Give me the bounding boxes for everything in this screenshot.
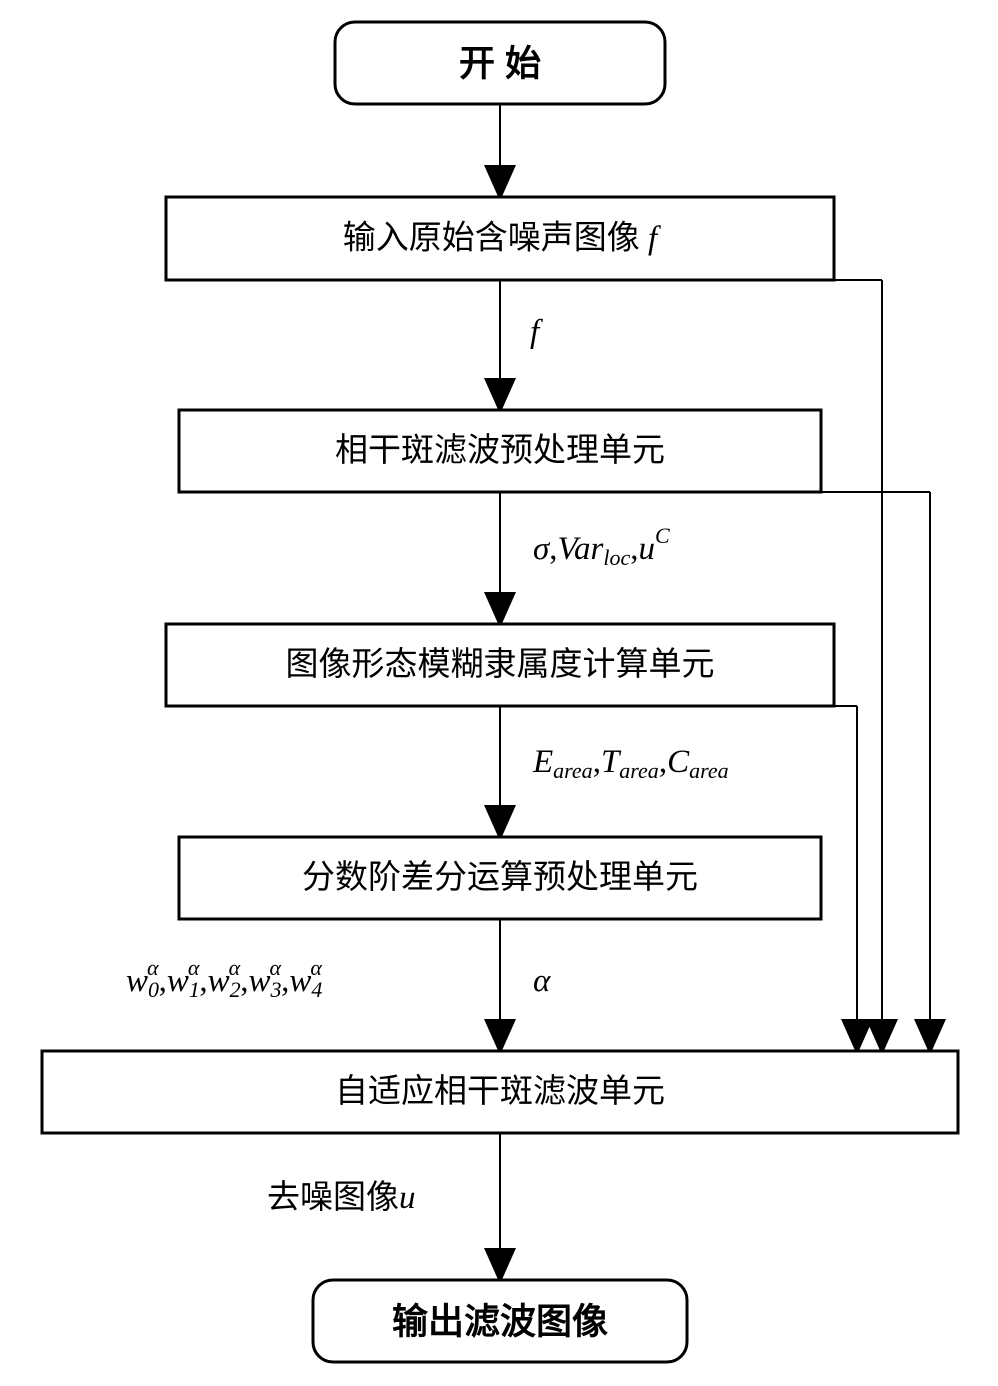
- flowchart-node-preproc: 相干斑滤波预处理单元: [179, 410, 821, 492]
- edge-label: w0α,w1α,w2α,w3α,w4α: [126, 955, 322, 1002]
- flowchart-node-frac: 分数阶差分运算预处理单元: [179, 837, 821, 919]
- flowchart-node-start: 开 始: [335, 22, 665, 104]
- edge-label: α: [533, 963, 551, 999]
- flowchart-node-input: 输入原始含噪声图像 f: [166, 197, 834, 280]
- edge-label: f: [530, 314, 543, 350]
- node-label: 图像形态模糊隶属度计算单元: [286, 646, 715, 683]
- node-label: 开 始: [459, 43, 541, 84]
- node-label: 分数阶差分运算预处理单元: [302, 859, 698, 896]
- node-label: 输出滤波图像: [392, 1301, 608, 1342]
- edge-label: Earea,Tarea,Carea: [532, 744, 729, 783]
- flowchart-node-output: 输出滤波图像: [313, 1280, 687, 1362]
- node-label: 自适应相干斑滤波单元: [335, 1073, 665, 1110]
- node-label: 相干斑滤波预处理单元: [335, 432, 665, 469]
- flowchart-node-adaptive: 自适应相干斑滤波单元: [42, 1051, 958, 1133]
- edge-label: σ,Varloc,uC: [533, 523, 670, 570]
- flowchart-diagram: 开 始输入原始含噪声图像 f 相干斑滤波预处理单元图像形态模糊隶属度计算单元分数阶…: [0, 0, 998, 1386]
- edge-label: 去噪图像u: [267, 1179, 416, 1216]
- flowchart-node-fuzzy: 图像形态模糊隶属度计算单元: [166, 624, 834, 706]
- node-label: 输入原始含噪声图像 f: [343, 220, 661, 257]
